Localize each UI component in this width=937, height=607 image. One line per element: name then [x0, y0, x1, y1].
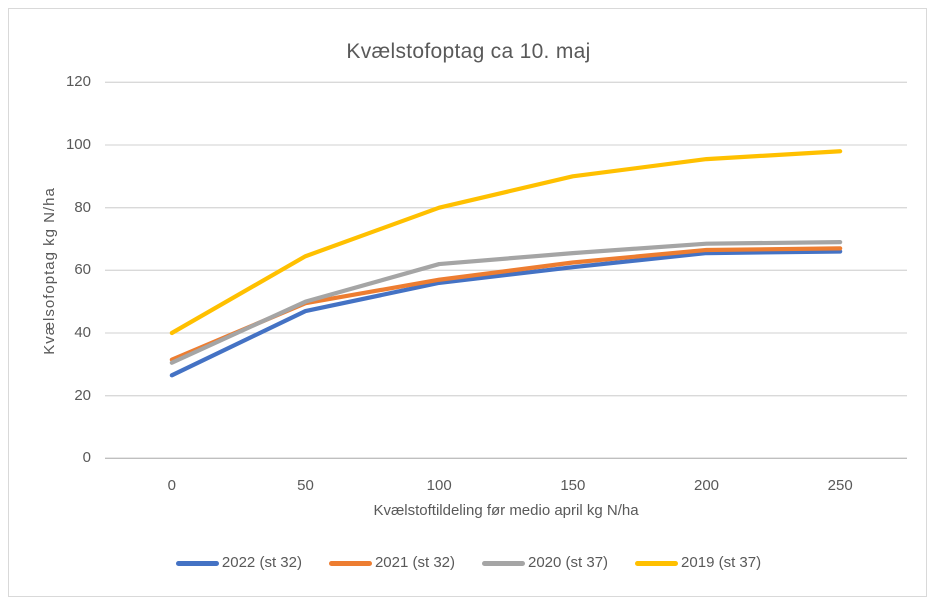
- series-line-2019: [169, 149, 843, 336]
- x-tick-label: 250: [827, 477, 853, 494]
- x-tick-label: 150: [560, 477, 586, 494]
- x-tick-label: 50: [297, 477, 314, 494]
- x-tick-label: 0: [167, 477, 176, 494]
- legend-swatch-icon: [635, 560, 679, 566]
- legend-item: 2019 (st 37): [635, 553, 761, 573]
- x-tick-label: 100: [426, 477, 452, 494]
- legend-item-label: 2021 (st 32): [374, 554, 455, 571]
- legend-item: 2022 (st 32): [175, 553, 302, 573]
- legend-item-label: 2019 (st 37): [681, 554, 762, 571]
- y-tick-label: 20: [74, 386, 91, 404]
- chart-border-frame: [8, 8, 927, 597]
- legend-item-label: 2022 (st 32): [221, 554, 302, 571]
- legend-item: 2020 (st 37): [482, 553, 608, 573]
- legend: 2022 (st 32) 2021 (st 32) 2020 (st 37) 2019…: [0, 553, 937, 573]
- legend-item: 2021 (st 32): [328, 553, 455, 573]
- y-tick-label: 80: [74, 198, 91, 216]
- legend-swatch-icon: [482, 560, 525, 566]
- legend-swatch-icon: [175, 560, 219, 566]
- chart-title: Kvælstofoptag ca 10. maj: [346, 40, 591, 63]
- y-tick-label: 40: [74, 323, 91, 341]
- x-axis-title: Kvælstoftildeling før medio april kg N/h…: [373, 502, 639, 519]
- y-tick-label: 60: [74, 261, 91, 279]
- legend-item-label: 2020 (st 37): [528, 554, 609, 571]
- legend-swatch-icon: [328, 560, 372, 566]
- x-tick-label: 200: [693, 477, 720, 494]
- y-tick-label: 0: [82, 449, 91, 467]
- series-line-2021: [169, 246, 843, 362]
- series-line-2022: [169, 249, 843, 378]
- y-tick-label: 100: [65, 135, 91, 153]
- y-tick-label: 120: [65, 73, 91, 91]
- series-line-2020: [169, 240, 843, 365]
